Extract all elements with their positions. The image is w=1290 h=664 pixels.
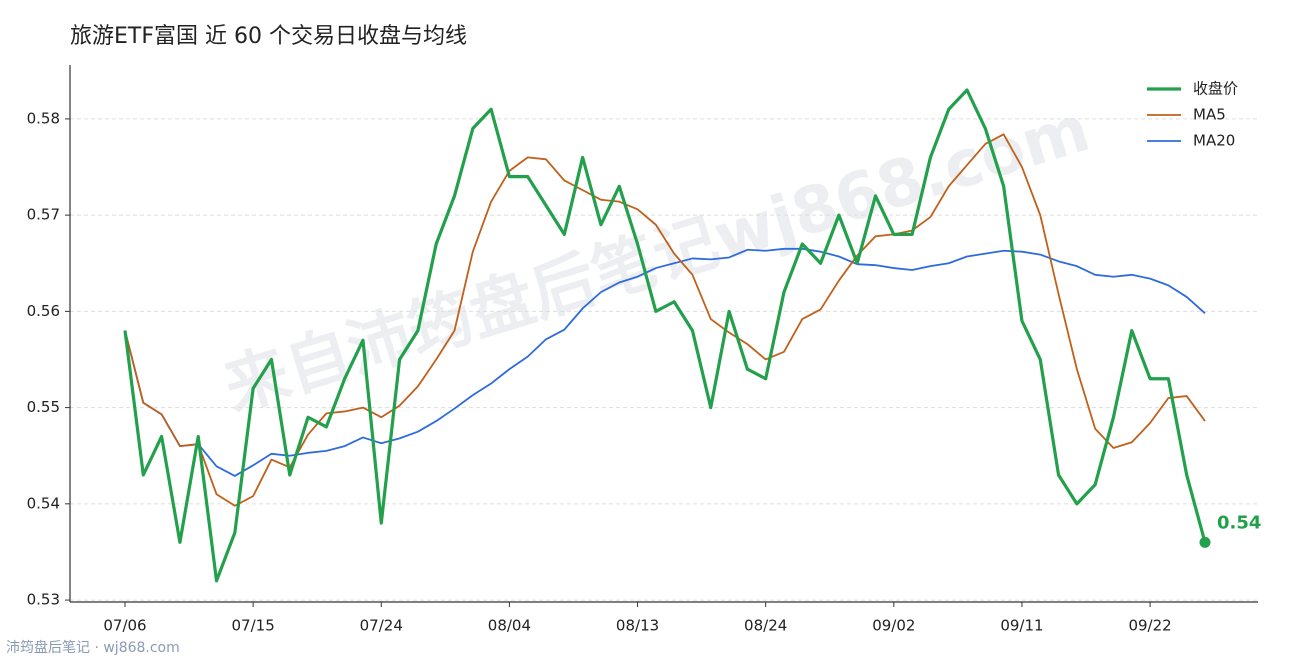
series-line [124, 133, 1206, 507]
series-line [123, 88, 1207, 583]
legend-label: 收盘价 [1193, 80, 1238, 98]
x-tick-label: 08/13 [616, 617, 659, 635]
y-tick-label: 0.53 [27, 591, 60, 609]
x-tick-label: 09/22 [1128, 617, 1171, 635]
x-tick-label: 08/04 [488, 617, 531, 635]
legend-label: MA20 [1193, 132, 1235, 150]
last-value-label: 0.54 [1217, 512, 1261, 533]
chart-title: 旅游ETF富国 近 60 个交易日收盘与均线 [70, 24, 467, 49]
x-tick-label: 09/11 [1000, 617, 1043, 635]
y-tick-label: 0.56 [27, 302, 60, 320]
last-point [1199, 536, 1211, 548]
y-tick-label: 0.58 [27, 109, 60, 127]
watermark: 来自沛筠盘后笔记wj868.com [216, 92, 1098, 426]
series-line [124, 247, 1206, 477]
y-tick-label: 0.55 [27, 398, 60, 416]
x-tick-label: 07/15 [232, 617, 275, 635]
x-tick-label: 09/02 [872, 617, 915, 635]
y-tick-label: 0.57 [27, 206, 60, 224]
legend-label: MA5 [1193, 106, 1226, 124]
x-tick-label: 08/24 [744, 617, 787, 635]
x-tick-label: 07/06 [103, 617, 146, 635]
y-tick-label: 0.54 [27, 494, 60, 512]
source-note: 沛筠盘后笔记 · wj868.com [6, 639, 180, 656]
x-tick-label: 07/24 [360, 617, 403, 635]
